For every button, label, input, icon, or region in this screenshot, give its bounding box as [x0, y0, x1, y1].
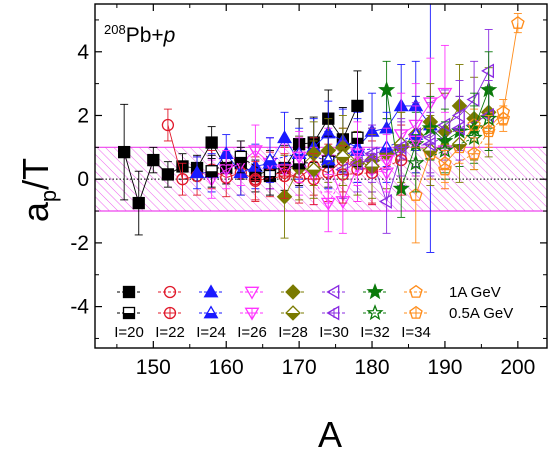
legend-marker-half-fill	[123, 313, 135, 319]
y-tick-label: 0	[77, 168, 89, 191]
data-point	[176, 173, 189, 186]
legend-isotope-label: I=22	[155, 324, 185, 341]
data-points	[118, 4, 525, 253]
axis-ticks: 150 160 170 180 190 200 -4 -2 0 2 4	[70, 4, 547, 379]
legend-marker	[366, 283, 384, 300]
series-line	[415, 118, 490, 164]
title-projectile: p	[163, 24, 176, 47]
plot-border	[94, 3, 548, 349]
data-point	[132, 196, 145, 210]
x-tick-label: 190	[427, 356, 462, 379]
data-point	[189, 165, 205, 179]
data-point	[466, 92, 480, 108]
legend-marker	[409, 305, 423, 319]
legend-marker	[163, 285, 177, 299]
data-point	[409, 187, 423, 201]
legend-isotope-label: I=34	[401, 324, 431, 341]
data-point	[407, 154, 425, 171]
svg-text:ap/T: ap/T	[15, 158, 61, 222]
legend-marker-half-fill	[286, 313, 300, 320]
data-point	[147, 153, 160, 167]
title-mass-number: 208	[104, 22, 126, 37]
data-point	[438, 162, 452, 176]
data-point	[511, 15, 525, 29]
data-point	[481, 63, 495, 79]
legend-marker	[409, 284, 423, 298]
y-tick-label: -2	[70, 232, 89, 255]
legend-marker	[122, 285, 136, 299]
y-axis-label: ap/T	[15, 158, 61, 222]
data-point	[161, 118, 175, 132]
x-tick-label: 200	[500, 356, 535, 379]
x-tick-label: 180	[355, 356, 390, 379]
data-point-half-fill	[206, 171, 218, 177]
chart-title: 208Pb+p	[104, 22, 175, 47]
data-point-half-fill	[263, 160, 277, 165]
legend-marker	[203, 284, 219, 298]
data-point-half-fill	[321, 160, 335, 165]
legend-marker-half-fill	[204, 313, 218, 318]
legend-marker	[163, 306, 177, 320]
x-tick-label: 160	[209, 356, 244, 379]
x-axis-label: A	[318, 414, 342, 455]
data-point	[335, 162, 349, 178]
legend-marker	[326, 284, 340, 300]
data-point	[378, 194, 392, 209]
legend-isotope-label: I=28	[278, 324, 308, 341]
data-point	[249, 174, 262, 187]
legend: 1A GeV 0.5A GeV I=20 I=22 I=24 I=26 I=28 I=30 I=…	[114, 283, 513, 341]
legend-marker	[285, 284, 301, 300]
data-point	[247, 145, 263, 159]
y-axis-label-sub: p	[36, 190, 61, 202]
series-i34-0p5gev	[438, 105, 511, 190]
legend-isotope-label: I=30	[319, 324, 349, 341]
legend-marker	[244, 286, 260, 300]
data-point	[218, 164, 234, 178]
y-tick-label: -4	[70, 296, 89, 319]
legend-energy-label: 0.5A GeV	[449, 305, 513, 322]
legend-isotope-label: I=24	[196, 324, 226, 341]
data-point	[377, 81, 396, 98]
data-point	[205, 136, 218, 149]
data-point	[437, 87, 453, 101]
y-tick-label: 2	[77, 104, 89, 127]
data-point	[496, 111, 511, 125]
data-point-half-fill	[306, 169, 321, 177]
legend-isotope-label: I=32	[360, 324, 390, 341]
data-point-half-fill	[235, 156, 247, 163]
legend-marker	[366, 304, 384, 321]
data-point	[118, 145, 131, 159]
legend-isotope-label: I=26	[237, 324, 267, 341]
y-tick-label: 4	[77, 41, 89, 64]
data-point	[481, 124, 496, 138]
x-tick-label: 170	[282, 356, 317, 379]
legend-energy-label: 1A GeV	[449, 284, 501, 301]
data-point	[161, 168, 175, 181]
data-point	[278, 169, 291, 183]
data-point	[451, 108, 465, 123]
x-tick-label: 150	[136, 356, 171, 379]
y-axis-label-rest: /T	[15, 158, 56, 190]
series-line	[444, 118, 504, 171]
legend-isotope-label: I=20	[114, 324, 144, 341]
data-point	[277, 130, 292, 144]
title-reaction: Pb+	[126, 24, 164, 47]
data-point-half-fill	[335, 156, 350, 164]
y-axis-label-a: a	[15, 201, 56, 222]
plot-frame	[94, 3, 548, 349]
data-point	[467, 146, 481, 160]
